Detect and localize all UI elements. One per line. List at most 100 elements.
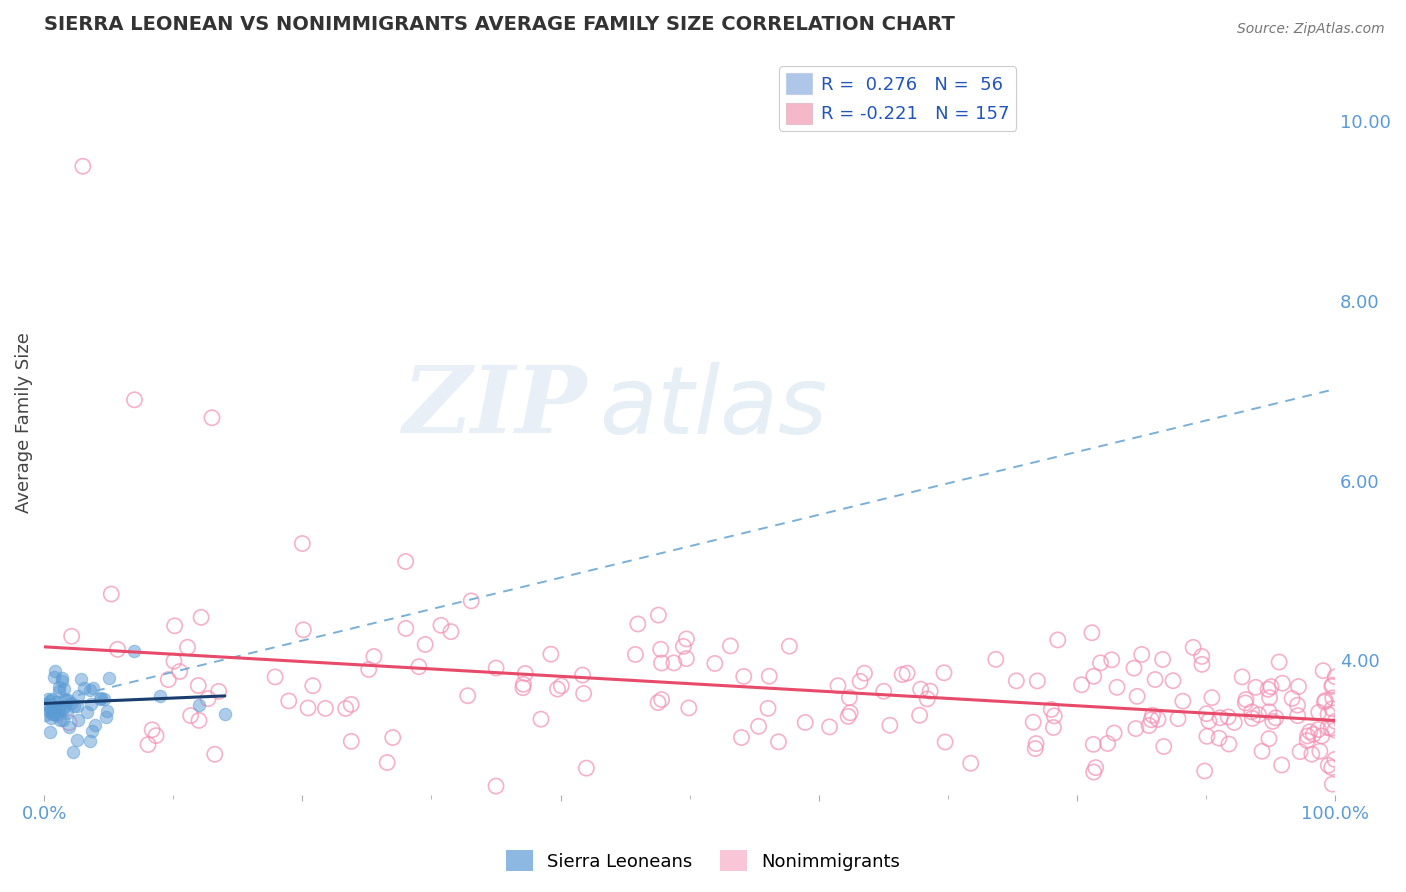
Point — [66, 732, 89, 747]
Point — [1234, 692, 1257, 706]
Point — [1315, 693, 1337, 707]
Point — [627, 617, 650, 632]
Point — [1317, 721, 1340, 735]
Point — [340, 734, 363, 748]
Point — [264, 670, 287, 684]
Point — [879, 718, 901, 732]
Point — [1258, 690, 1281, 705]
Point — [97, 671, 120, 685]
Point — [485, 661, 508, 675]
Point — [1289, 745, 1312, 759]
Point — [720, 639, 742, 653]
Point — [381, 731, 404, 745]
Point — [891, 667, 914, 681]
Point — [39, 711, 62, 725]
Point — [136, 738, 159, 752]
Point — [571, 668, 593, 682]
Point — [778, 639, 800, 653]
Point — [44, 701, 66, 715]
Point — [651, 656, 673, 670]
Point — [624, 648, 647, 662]
Point — [188, 698, 211, 713]
Point — [1260, 680, 1282, 694]
Point — [733, 669, 755, 683]
Point — [188, 714, 211, 728]
Point — [959, 756, 981, 771]
Point — [1208, 731, 1230, 746]
Point — [1069, 801, 1091, 815]
Point — [1195, 706, 1218, 721]
Point — [56, 706, 79, 720]
Point — [176, 640, 198, 655]
Point — [1251, 744, 1274, 758]
Point — [51, 673, 73, 688]
Point — [204, 747, 226, 762]
Point — [44, 670, 66, 684]
Point — [1171, 694, 1194, 708]
Point — [672, 640, 695, 654]
Point — [124, 392, 146, 407]
Point — [1317, 758, 1340, 772]
Point — [1153, 739, 1175, 754]
Point — [357, 662, 380, 676]
Point — [94, 710, 117, 724]
Text: SIERRA LEONEAN VS NONIMMIGRANTS AVERAGE FAMILY SIZE CORRELATION CHART: SIERRA LEONEAN VS NONIMMIGRANTS AVERAGE … — [44, 15, 955, 34]
Point — [48, 683, 70, 698]
Point — [48, 680, 70, 694]
Point — [1046, 632, 1069, 647]
Point — [110, 824, 132, 838]
Point — [63, 698, 86, 713]
Point — [72, 159, 94, 173]
Point — [1218, 710, 1240, 724]
Point — [1005, 673, 1028, 688]
Point — [1223, 715, 1246, 730]
Point — [430, 618, 453, 632]
Point — [41, 701, 63, 715]
Point — [932, 665, 955, 680]
Point — [1130, 648, 1153, 662]
Point — [1310, 729, 1333, 743]
Point — [48, 705, 70, 719]
Point — [60, 629, 83, 643]
Point — [512, 677, 534, 691]
Point — [277, 694, 299, 708]
Point — [1105, 681, 1128, 695]
Point — [1024, 741, 1046, 756]
Point — [1244, 681, 1267, 695]
Point — [395, 554, 418, 568]
Point — [794, 715, 817, 730]
Point — [1320, 702, 1343, 716]
Point — [44, 665, 66, 679]
Point — [1268, 655, 1291, 669]
Point — [849, 674, 872, 689]
Point — [446, 797, 468, 811]
Point — [748, 719, 770, 733]
Point — [1042, 721, 1064, 735]
Point — [49, 714, 72, 728]
Point — [79, 734, 101, 748]
Point — [512, 681, 534, 695]
Point — [440, 624, 463, 639]
Point — [1182, 640, 1205, 655]
Point — [107, 642, 129, 657]
Point — [1161, 673, 1184, 688]
Point — [1296, 729, 1319, 743]
Point — [1194, 764, 1216, 778]
Point — [145, 729, 167, 743]
Point — [1308, 706, 1330, 720]
Point — [730, 731, 752, 745]
Point — [157, 673, 180, 687]
Point — [67, 689, 90, 703]
Point — [38, 693, 60, 707]
Point — [52, 713, 75, 727]
Point — [827, 679, 849, 693]
Point — [485, 779, 508, 793]
Point — [1286, 698, 1309, 713]
Point — [62, 745, 84, 759]
Point — [45, 707, 67, 722]
Point — [1241, 711, 1264, 725]
Point — [1308, 723, 1330, 737]
Point — [76, 706, 98, 720]
Point — [363, 649, 385, 664]
Point — [675, 651, 697, 665]
